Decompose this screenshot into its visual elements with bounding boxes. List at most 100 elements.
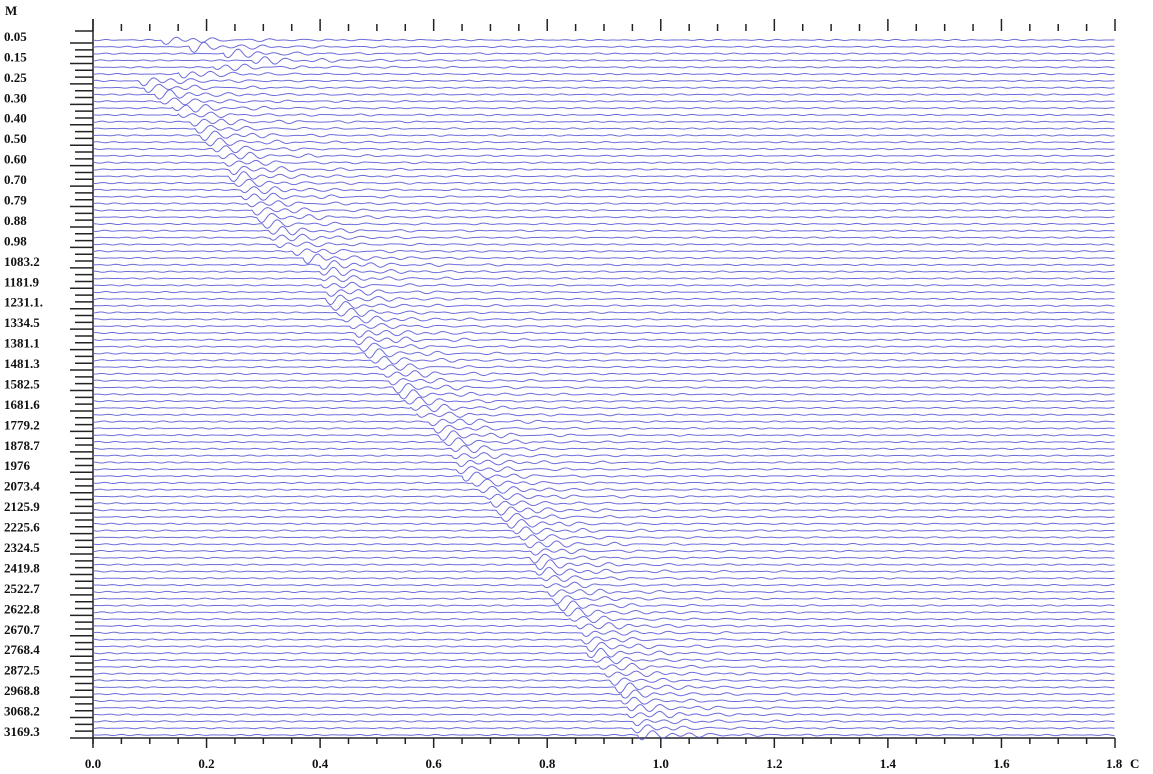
trace <box>92 241 1115 248</box>
y-tick-label: 1083.2 <box>4 254 40 269</box>
trace <box>92 630 1115 638</box>
trace <box>92 534 1115 542</box>
trace <box>92 212 1115 223</box>
trace <box>92 171 1115 182</box>
trace <box>92 607 1115 617</box>
y-tick-label: 0.25 <box>4 70 27 85</box>
y-tick-label: 2872.5 <box>4 663 40 678</box>
trace <box>92 615 1115 624</box>
trace <box>92 301 1115 311</box>
trace <box>92 48 1115 59</box>
trace <box>92 56 1115 65</box>
trace <box>92 559 1115 571</box>
trace <box>92 581 1115 589</box>
y-tick-label: 2968.8 <box>4 683 40 698</box>
trace <box>92 145 1115 154</box>
y-tick-label: 2125.9 <box>4 499 40 514</box>
trace <box>92 548 1115 556</box>
x-tick-label: 0.6 <box>426 756 443 771</box>
y-tick-label: 0.30 <box>4 90 27 105</box>
trace <box>92 459 1115 468</box>
trace <box>92 97 1115 106</box>
trace <box>92 200 1115 208</box>
trace <box>92 588 1115 597</box>
trace <box>92 403 1115 413</box>
x-axis-label: C <box>1130 756 1139 771</box>
x-tick-label: 0.0 <box>85 756 101 771</box>
trace <box>92 260 1115 270</box>
trace <box>92 471 1115 482</box>
trace <box>92 682 1115 694</box>
trace <box>93 411 1115 418</box>
trace <box>92 656 1115 665</box>
y-tick-label: 0.15 <box>4 49 27 64</box>
trace <box>92 526 1115 535</box>
trace <box>92 186 1115 195</box>
trace <box>92 226 1115 236</box>
y-tick-label: 3169.3 <box>4 724 40 739</box>
trace <box>92 219 1115 229</box>
y-tick-label: 0.79 <box>4 193 27 208</box>
trace <box>92 704 1115 713</box>
y-tick-label: 1231.1. <box>4 295 43 310</box>
trace <box>92 677 1115 686</box>
trace <box>92 553 1115 564</box>
trace <box>92 696 1115 705</box>
trace <box>92 266 1115 277</box>
trace <box>92 355 1115 365</box>
trace <box>92 493 1115 500</box>
y-tick-label: 0.05 <box>4 29 27 44</box>
trace <box>92 424 1115 434</box>
y-tick-label: 0.98 <box>4 233 27 248</box>
trace <box>92 689 1115 699</box>
y-tick-label: 0.60 <box>4 152 27 167</box>
trace <box>92 730 1115 741</box>
trace <box>92 430 1115 441</box>
trace <box>92 342 1115 352</box>
trace <box>92 641 1115 653</box>
y-tick-label: 2768.4 <box>4 642 40 657</box>
x-tick-label: 1.8 <box>1106 756 1123 771</box>
trace <box>92 83 1115 93</box>
y-tick-label: 3068.2 <box>4 704 40 719</box>
y-tick-label: 0.70 <box>4 172 27 187</box>
trace <box>92 512 1115 522</box>
y-tick-label: 1181.9 <box>4 274 40 289</box>
trace <box>92 724 1115 734</box>
y-tick-label: 2522.7 <box>4 581 40 596</box>
trace <box>92 103 1115 113</box>
trace <box>92 485 1115 494</box>
trace <box>92 275 1115 282</box>
trace <box>92 363 1115 371</box>
trace <box>92 70 1115 79</box>
trace <box>92 89 1115 100</box>
trace <box>92 396 1115 406</box>
trace <box>92 41 1115 53</box>
trace <box>92 336 1115 346</box>
trace <box>92 36 1115 45</box>
y-tick-label: 2073.4 <box>4 479 40 494</box>
trace <box>92 323 1115 330</box>
trace <box>92 289 1115 297</box>
x-tick-label: 0.4 <box>312 756 329 771</box>
y-tick-label: 0.88 <box>4 213 27 228</box>
x-tick-label: 1.6 <box>993 756 1010 771</box>
trace <box>92 647 1115 659</box>
x-tick-label: 1.4 <box>880 756 897 771</box>
trace <box>92 437 1115 447</box>
trace <box>92 130 1115 141</box>
y-tick-label: 2670.7 <box>4 622 40 637</box>
y-tick-label: 1976 <box>4 458 31 473</box>
y-tick-label: 2324.5 <box>4 540 40 555</box>
trace <box>92 151 1115 160</box>
x-tick-label: 0.8 <box>539 756 556 771</box>
trace <box>92 207 1115 216</box>
trace <box>92 662 1115 671</box>
y-axis-label: M <box>5 3 17 18</box>
y-tick-label: 0.50 <box>4 131 27 146</box>
trace <box>92 670 1115 678</box>
y-tick-label: 2419.8 <box>4 560 40 575</box>
trace <box>92 519 1115 529</box>
trace <box>92 506 1115 516</box>
trace <box>92 165 1115 176</box>
